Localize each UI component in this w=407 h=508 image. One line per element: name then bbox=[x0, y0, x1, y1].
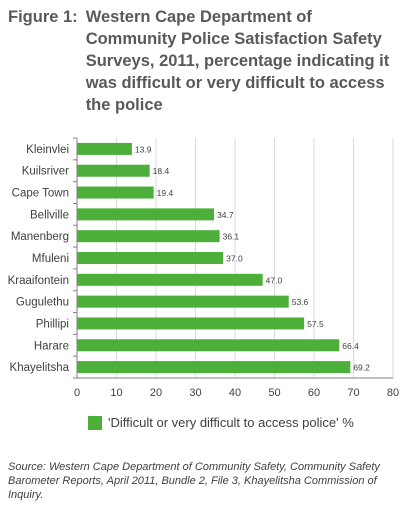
legend-label: 'Difficult or very difficult to access p… bbox=[108, 415, 354, 430]
category-label: Phillipi bbox=[36, 318, 69, 330]
category-label: Kuilsriver bbox=[22, 166, 69, 178]
x-tick-label: 70 bbox=[347, 387, 359, 399]
category-label: Harare bbox=[34, 340, 69, 352]
category-label: Bellville bbox=[30, 209, 69, 221]
figure-label: Figure 1: bbox=[8, 8, 78, 26]
legend-swatch bbox=[88, 415, 102, 430]
bar bbox=[77, 295, 289, 308]
value-label: 13.9 bbox=[135, 144, 152, 154]
category-label: Kleinvlei bbox=[26, 144, 69, 156]
source-note: Source: Western Cape Department of Commu… bbox=[8, 461, 380, 501]
bar bbox=[77, 273, 263, 286]
category-label: Manenberg bbox=[11, 231, 69, 243]
category-label: Khayelitsha bbox=[10, 362, 70, 374]
x-tick-label: 20 bbox=[150, 387, 162, 399]
x-tick-label: 30 bbox=[189, 387, 201, 399]
category-label: Kraaifontein bbox=[8, 275, 69, 287]
bar bbox=[77, 317, 305, 330]
value-label: 69.2 bbox=[353, 363, 370, 373]
bar bbox=[77, 186, 154, 199]
bar bbox=[77, 361, 351, 374]
bar bbox=[77, 208, 215, 221]
value-label: 53.6 bbox=[292, 297, 309, 307]
x-tick-label: 40 bbox=[229, 387, 241, 399]
bar bbox=[77, 339, 340, 352]
bar bbox=[77, 252, 224, 264]
bar-chart: 0 10 20 30 40 50 60 70 80 Kleinvlei 13.9 Kuilsriver… bbox=[8, 137, 399, 399]
value-label: 57.5 bbox=[307, 319, 324, 329]
category-label: Cape Town bbox=[12, 188, 69, 200]
value-label: 34.7 bbox=[217, 210, 234, 220]
figure-title: Western Cape Department of Community Pol… bbox=[85, 8, 390, 114]
bar bbox=[77, 230, 220, 243]
x-tick-label: 50 bbox=[268, 387, 280, 399]
value-label: 66.4 bbox=[342, 341, 359, 351]
bar bbox=[77, 164, 150, 177]
bar bbox=[77, 142, 132, 155]
chart-legend: 'Difficult or very difficult to access p… bbox=[88, 415, 354, 430]
value-label: 19.4 bbox=[157, 188, 174, 198]
category-label: Gugulethu bbox=[16, 297, 69, 309]
x-tick-label: 0 bbox=[74, 387, 80, 399]
figure-header: Figure 1: Western Cape Department of Com… bbox=[8, 6, 400, 116]
x-tick-label: 10 bbox=[110, 387, 122, 399]
category-label: Mfuleni bbox=[32, 253, 69, 265]
value-label: 37.0 bbox=[226, 254, 243, 264]
value-label: 47.0 bbox=[266, 275, 283, 285]
x-tick-label: 60 bbox=[308, 387, 320, 399]
value-label: 18.4 bbox=[153, 166, 170, 176]
value-label: 36.1 bbox=[223, 232, 240, 242]
x-tick-label: 80 bbox=[387, 387, 399, 399]
